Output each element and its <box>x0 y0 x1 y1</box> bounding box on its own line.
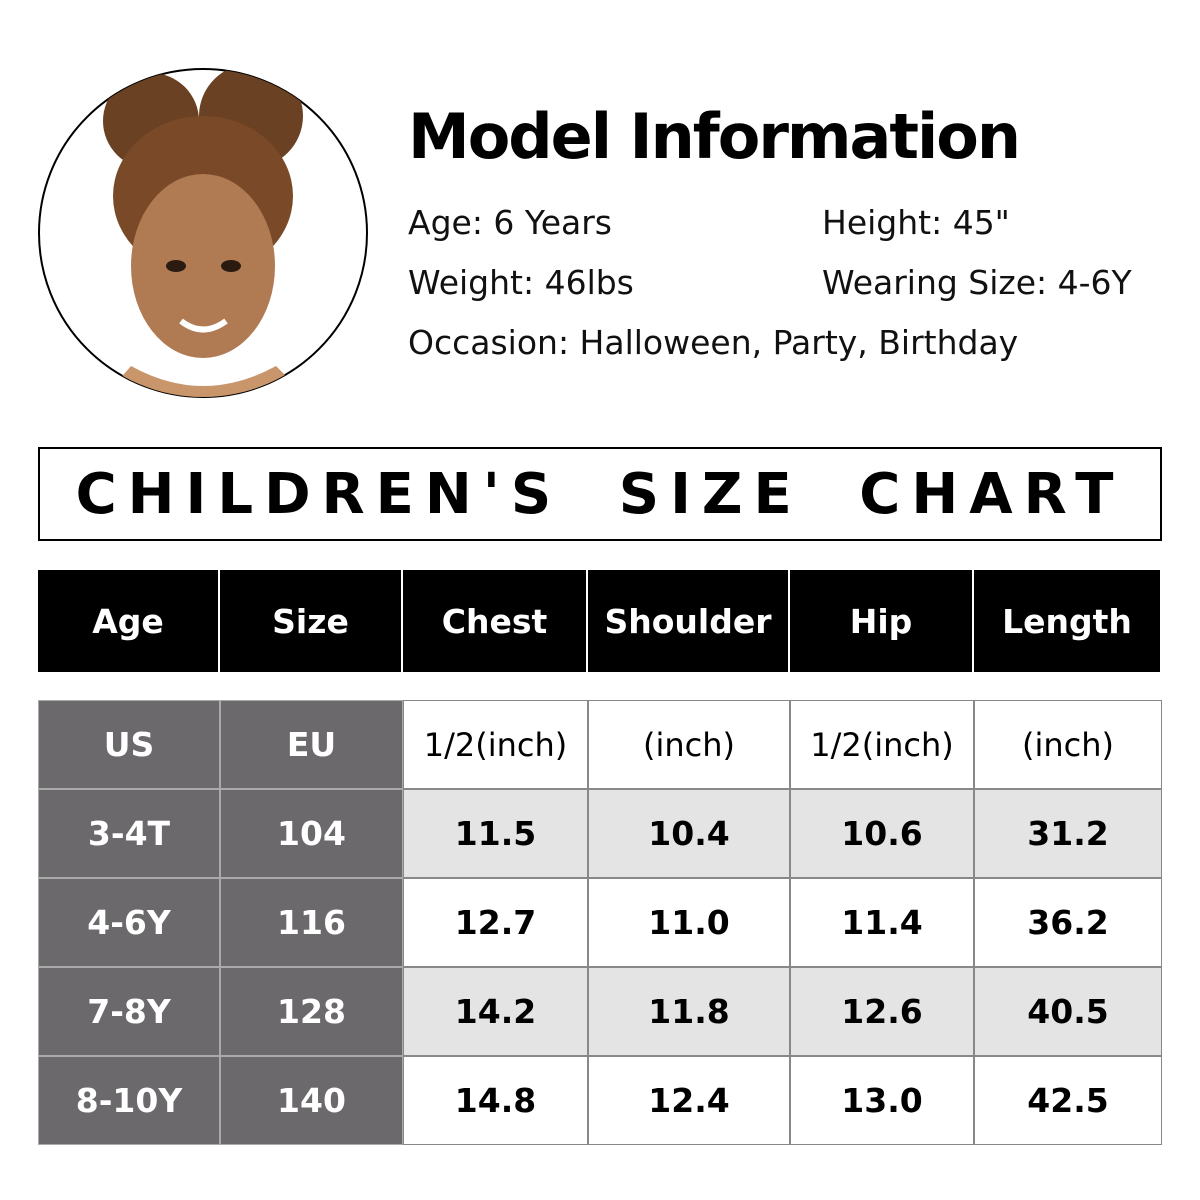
table-cell: 10.6 <box>790 789 974 878</box>
table-cell: 36.2 <box>974 878 1162 967</box>
table-cell: 104 <box>220 789 403 878</box>
table-cell: 12.6 <box>790 967 974 1056</box>
header-cell: Shoulder <box>588 570 790 672</box>
table-cell: 14.2 <box>403 967 588 1056</box>
table-cell: 116 <box>220 878 403 967</box>
model-field: Weight: 46lbs <box>408 263 634 302</box>
unit-cell: 1/2(inch) <box>403 700 588 789</box>
header-cell: Chest <box>403 570 588 672</box>
table-cell: 128 <box>220 967 403 1056</box>
table-cell: 12.7 <box>403 878 588 967</box>
table-cell: 40.5 <box>974 967 1162 1056</box>
table-cell: 42.5 <box>974 1056 1162 1145</box>
table-cell: 7-8Y <box>38 967 220 1056</box>
table-cell: 140 <box>220 1056 403 1145</box>
table-cell: 14.8 <box>403 1056 588 1145</box>
table-cell: 3-4T <box>38 789 220 878</box>
header-cell: Size <box>220 570 403 672</box>
unit-cell: 1/2(inch) <box>790 700 974 789</box>
header-cell: Length <box>974 570 1162 672</box>
unit-cell: (inch) <box>974 700 1162 789</box>
table-cell: 11.4 <box>790 878 974 967</box>
table-cell: 10.4 <box>588 789 790 878</box>
model-field: Age: 6 Years <box>408 203 612 242</box>
unit-cell: US <box>38 700 220 789</box>
table-cell: 8-10Y <box>38 1056 220 1145</box>
table-cell: 11.0 <box>588 878 790 967</box>
model-title: Model Information <box>408 100 1021 173</box>
table-cell: 12.4 <box>588 1056 790 1145</box>
table-cell: 31.2 <box>974 789 1162 878</box>
header-cell: Age <box>38 570 220 672</box>
table-cell: 13.0 <box>790 1056 974 1145</box>
unit-cell: (inch) <box>588 700 790 789</box>
table-cell: 11.8 <box>588 967 790 1056</box>
header-cell: Hip <box>790 570 974 672</box>
chart-title: CHILDREN'S SIZE CHART <box>38 447 1162 541</box>
unit-cell: EU <box>220 700 403 789</box>
table-cell: 11.5 <box>403 789 588 878</box>
model-field: Height: 45" <box>822 203 1010 242</box>
table-cell: 4-6Y <box>38 878 220 967</box>
model-field: Wearing Size: 4-6Y <box>822 263 1132 302</box>
model-photo <box>38 68 368 398</box>
model-field: Occasion: Halloween, Party, Birthday <box>408 323 1019 362</box>
